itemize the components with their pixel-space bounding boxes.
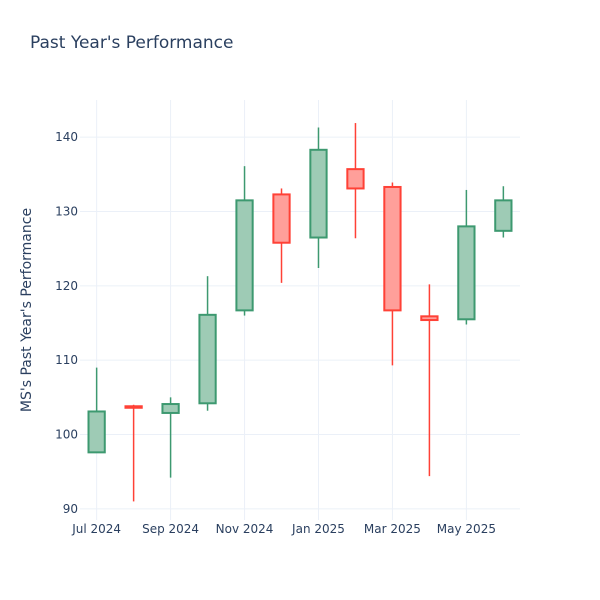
candle-increasing	[309, 127, 328, 268]
y-tick-label: 100	[55, 428, 78, 442]
candle-body	[420, 315, 439, 322]
candle-body	[346, 168, 365, 190]
x-tick-label: Jul 2024	[71, 522, 121, 536]
candle-increasing	[87, 367, 106, 454]
candle-body	[87, 410, 106, 454]
candle-body	[198, 313, 217, 405]
candle-increasing	[235, 166, 254, 316]
candle-body	[235, 199, 254, 312]
candle-increasing	[494, 186, 513, 238]
candle-body	[383, 185, 402, 312]
candle-decreasing	[346, 123, 365, 239]
candle-layer	[87, 123, 513, 502]
x-tick-label: Jan 2025	[291, 522, 345, 536]
candle-decreasing	[272, 188, 291, 283]
x-tick-label: Mar 2025	[364, 522, 421, 536]
y-tick-label: 120	[55, 279, 78, 293]
candle-increasing	[161, 397, 180, 478]
candle-decreasing	[124, 404, 143, 502]
candle-body	[494, 199, 513, 232]
candle-increasing	[198, 276, 217, 411]
chart-title: Past Year's Performance	[30, 33, 234, 53]
candle-body	[161, 403, 180, 414]
candle-decreasing	[420, 284, 439, 477]
grid-layer	[80, 100, 520, 520]
y-tick-label: 130	[55, 205, 78, 219]
candle-body	[457, 225, 476, 321]
y-tick-label: 90	[63, 502, 78, 516]
x-tick-label: May 2025	[437, 522, 496, 536]
y-tick-label: 110	[55, 353, 78, 367]
tick-layer: 90 100 110 120 130 140 Jul 2024 Sep 2024 Nov 202…	[55, 130, 496, 536]
candle-decreasing	[383, 182, 402, 366]
candle-increasing	[457, 189, 476, 325]
y-tick-label: 140	[55, 130, 78, 144]
candle-body	[272, 193, 291, 244]
x-tick-label: Sep 2024	[142, 522, 199, 536]
candle-body	[309, 148, 328, 239]
x-tick-label: Nov 2024	[216, 522, 274, 536]
candle-body	[124, 405, 143, 409]
